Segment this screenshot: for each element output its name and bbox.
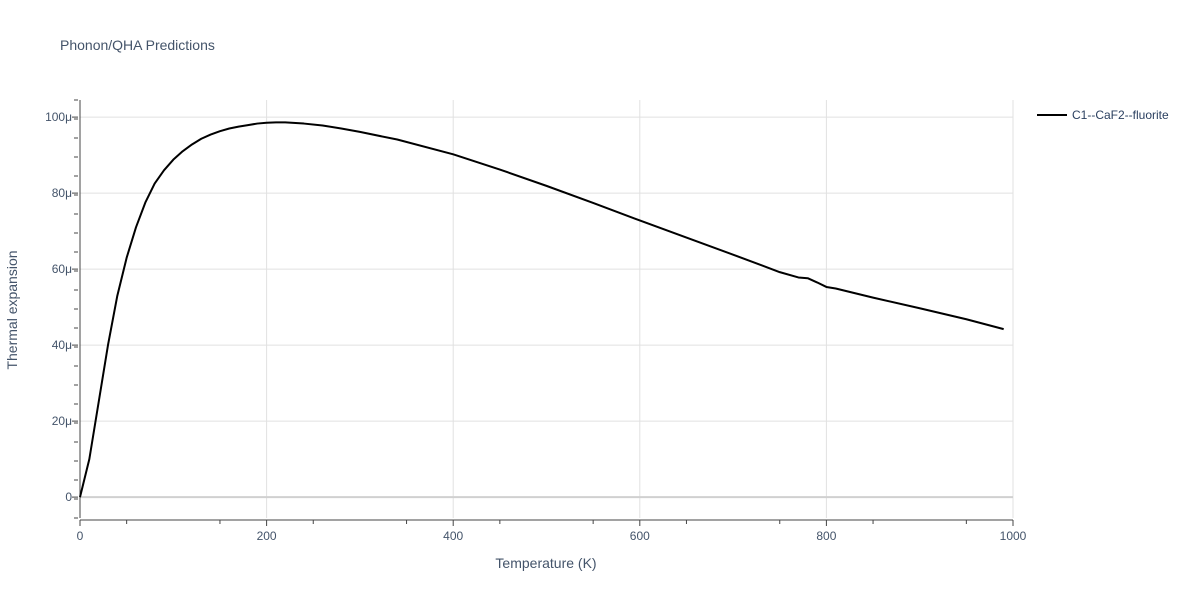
legend[interactable]: C1--CaF2--fluorite bbox=[1037, 108, 1169, 122]
y-tick-label: 20μ bbox=[52, 414, 72, 428]
x-tick-label: 800 bbox=[816, 529, 836, 543]
y-tick-label: 40μ bbox=[52, 338, 72, 352]
chart-title: Phonon/QHA Predictions bbox=[60, 37, 215, 53]
x-axis-title: Temperature (K) bbox=[495, 555, 596, 571]
x-tick-label: 600 bbox=[630, 529, 650, 543]
y-tick-label: 100μ bbox=[45, 110, 72, 124]
x-tick-label: 200 bbox=[257, 529, 277, 543]
x-tick-label: 400 bbox=[443, 529, 463, 543]
legend-label[interactable]: C1--CaF2--fluorite bbox=[1072, 108, 1169, 122]
grid-layer bbox=[80, 100, 1014, 518]
axis-layer: 0 200 400 600 800 1000 0 20μ 40μ 60μ 80μ 100μ bbox=[45, 99, 1027, 543]
y-tick-label: 80μ bbox=[52, 186, 72, 200]
y-axis-title: Thermal expansion bbox=[4, 250, 20, 369]
y-tick-label: 0 bbox=[65, 490, 72, 504]
series-line[interactable] bbox=[79, 121, 1004, 498]
x-tick-label: 0 bbox=[77, 529, 84, 543]
x-tick-label: 1000 bbox=[1000, 529, 1027, 543]
series-layer[interactable] bbox=[79, 121, 1004, 498]
y-tick-label: 60μ bbox=[52, 262, 72, 276]
